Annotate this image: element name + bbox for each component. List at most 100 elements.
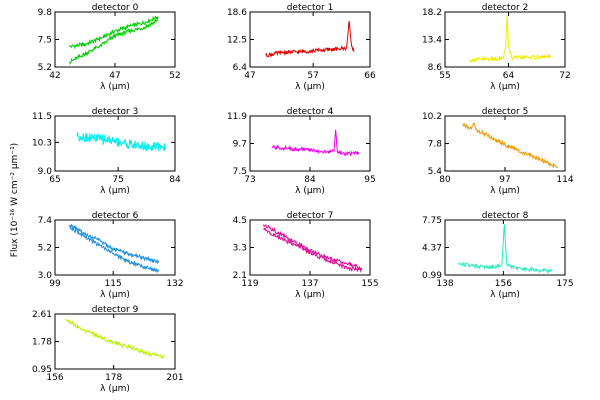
y-tick-label: 1.78: [32, 338, 52, 348]
x-tick-label: 137: [301, 279, 318, 289]
x-axis-label: λ (μm): [100, 384, 130, 394]
y-tick-label: 3.0: [38, 271, 53, 281]
x-tick-label: 95: [364, 175, 375, 185]
x-tick-label: 138: [436, 279, 453, 289]
x-tick-label: 115: [105, 279, 122, 289]
y-tick-label: 13.4: [422, 36, 442, 46]
x-tick-label: 75: [112, 175, 123, 185]
x-axis-label: λ (μm): [490, 290, 520, 300]
x-axis-label: λ (μm): [100, 290, 130, 300]
spectrum-series-0: [68, 15, 159, 50]
x-tick-label: 84: [304, 175, 316, 185]
y-tick-label: 0.99: [422, 271, 442, 281]
panel-title: detector 4: [287, 107, 334, 117]
x-tick-label: 119: [241, 279, 258, 289]
x-axis-label: λ (μm): [490, 186, 520, 196]
panel-title: detector 0: [92, 3, 139, 13]
y-tick-label: 18.6: [227, 8, 247, 18]
x-tick-label: 42: [49, 71, 60, 81]
panel-frame: [444, 11, 566, 68]
x-tick-label: 52: [169, 71, 180, 81]
spectrum-series-0: [265, 20, 355, 58]
panel-title: detector 5: [482, 107, 529, 117]
panel-detector-3: detector 3 65 75 84 9.0 10.3 11.5 λ (μm): [32, 107, 181, 196]
panel-detector-5: detector 5 80 97 114 5.4 7.8 10.2 λ (μm): [422, 107, 574, 196]
panel-title: detector 9: [92, 305, 139, 315]
spectrum-series-0: [271, 129, 360, 158]
x-tick-label: 47: [244, 71, 255, 81]
y-tick-label: 7.5: [38, 36, 52, 46]
y-tick-label: 7.8: [428, 140, 443, 150]
y-tick-label: 3.3: [233, 244, 247, 254]
spectrum-series-0: [457, 224, 553, 274]
y-tick-label: 7.5: [233, 167, 247, 177]
y-tick-label: 18.2: [422, 8, 442, 18]
panel-detector-0: detector 0 42 47 52 5.2 7.5 9.8 λ (μm): [38, 3, 181, 92]
spectrum-series-1: [68, 18, 159, 66]
panel-title: detector 8: [482, 211, 529, 221]
x-tick-label: 57: [307, 71, 318, 81]
x-tick-label: 65: [49, 175, 60, 185]
panel-title: detector 1: [287, 3, 334, 13]
x-axis-label: λ (μm): [295, 290, 325, 300]
y-tick-label: 0.95: [32, 365, 52, 375]
x-tick-label: 72: [559, 71, 570, 81]
y-tick-label: 9.8: [38, 8, 53, 18]
y-tick-label: 4.5: [233, 216, 247, 226]
figure-y-axis-label: Flux (10⁻¹⁶ W cm⁻² μm⁻¹): [10, 142, 20, 258]
y-tick-label: 10.2: [422, 112, 442, 122]
x-axis-label: λ (μm): [490, 82, 520, 92]
panel-frame: [54, 115, 176, 172]
x-axis-label: λ (μm): [295, 186, 325, 196]
spectrum-series-0: [262, 223, 363, 271]
y-tick-label: 4.37: [422, 244, 442, 254]
x-axis-label: λ (μm): [100, 186, 130, 196]
panel-title: detector 2: [482, 3, 529, 13]
y-tick-label: 6.4: [233, 63, 248, 73]
x-tick-label: 66: [364, 71, 376, 81]
x-tick-label: 80: [439, 175, 451, 185]
panel-frame: [249, 115, 371, 172]
y-tick-label: 2.61: [32, 310, 52, 320]
spectrum-series-1: [263, 227, 363, 273]
panel-detector-4: detector 4 73 84 95 7.5 9.7 11.9 λ (μm): [227, 107, 376, 196]
x-tick-label: 73: [244, 175, 255, 185]
y-tick-label: 8.6: [428, 63, 443, 73]
x-tick-label: 175: [556, 279, 573, 289]
y-tick-label: 10.3: [32, 138, 52, 148]
x-tick-label: 55: [439, 71, 450, 81]
y-tick-label: 7.4: [38, 216, 53, 226]
x-tick-label: 156: [495, 279, 512, 289]
y-tick-label: 5.2: [38, 63, 52, 73]
panel-detector-8: detector 8 138 156 175 0.99 4.37 7.75 λ (μm): [422, 211, 574, 300]
x-tick-label: 84: [169, 175, 181, 185]
x-tick-label: 132: [166, 279, 183, 289]
x-tick-label: 47: [109, 71, 120, 81]
y-tick-label: 9.0: [38, 167, 53, 177]
panel-frame: [249, 11, 371, 68]
x-tick-label: 99: [49, 279, 61, 289]
panel-detector-6: detector 6 99 115 132 3.0 5.2 7.4 λ (μm): [38, 211, 184, 300]
x-tick-label: 155: [361, 279, 378, 289]
spectrum-series-0: [469, 15, 552, 63]
spectrum-series-0: [65, 318, 165, 360]
y-tick-label: 5.2: [38, 244, 52, 254]
x-axis-label: λ (μm): [100, 82, 130, 92]
y-tick-label: 7.75: [422, 216, 442, 226]
x-tick-label: 156: [46, 373, 63, 383]
panel-detector-2: detector 2 55 64 72 8.6 13.4 18.2 λ (μm): [422, 3, 571, 92]
y-tick-label: 12.5: [227, 36, 247, 46]
spectrum-series-1: [69, 226, 160, 274]
x-tick-label: 201: [166, 373, 183, 383]
y-tick-label: 5.4: [428, 167, 443, 177]
x-tick-label: 64: [503, 71, 515, 81]
panel-detector-1: detector 1 47 57 66 6.4 12.5 18.6 λ (μm): [227, 3, 376, 92]
panel-title: detector 3: [92, 107, 139, 117]
spectrum-series-0: [69, 224, 160, 264]
panel-title: detector 6: [92, 211, 139, 221]
y-tick-label: 11.5: [32, 112, 52, 122]
spectrum-series-0: [76, 131, 166, 152]
x-axis-label: λ (μm): [295, 82, 325, 92]
y-tick-label: 11.9: [227, 112, 247, 122]
